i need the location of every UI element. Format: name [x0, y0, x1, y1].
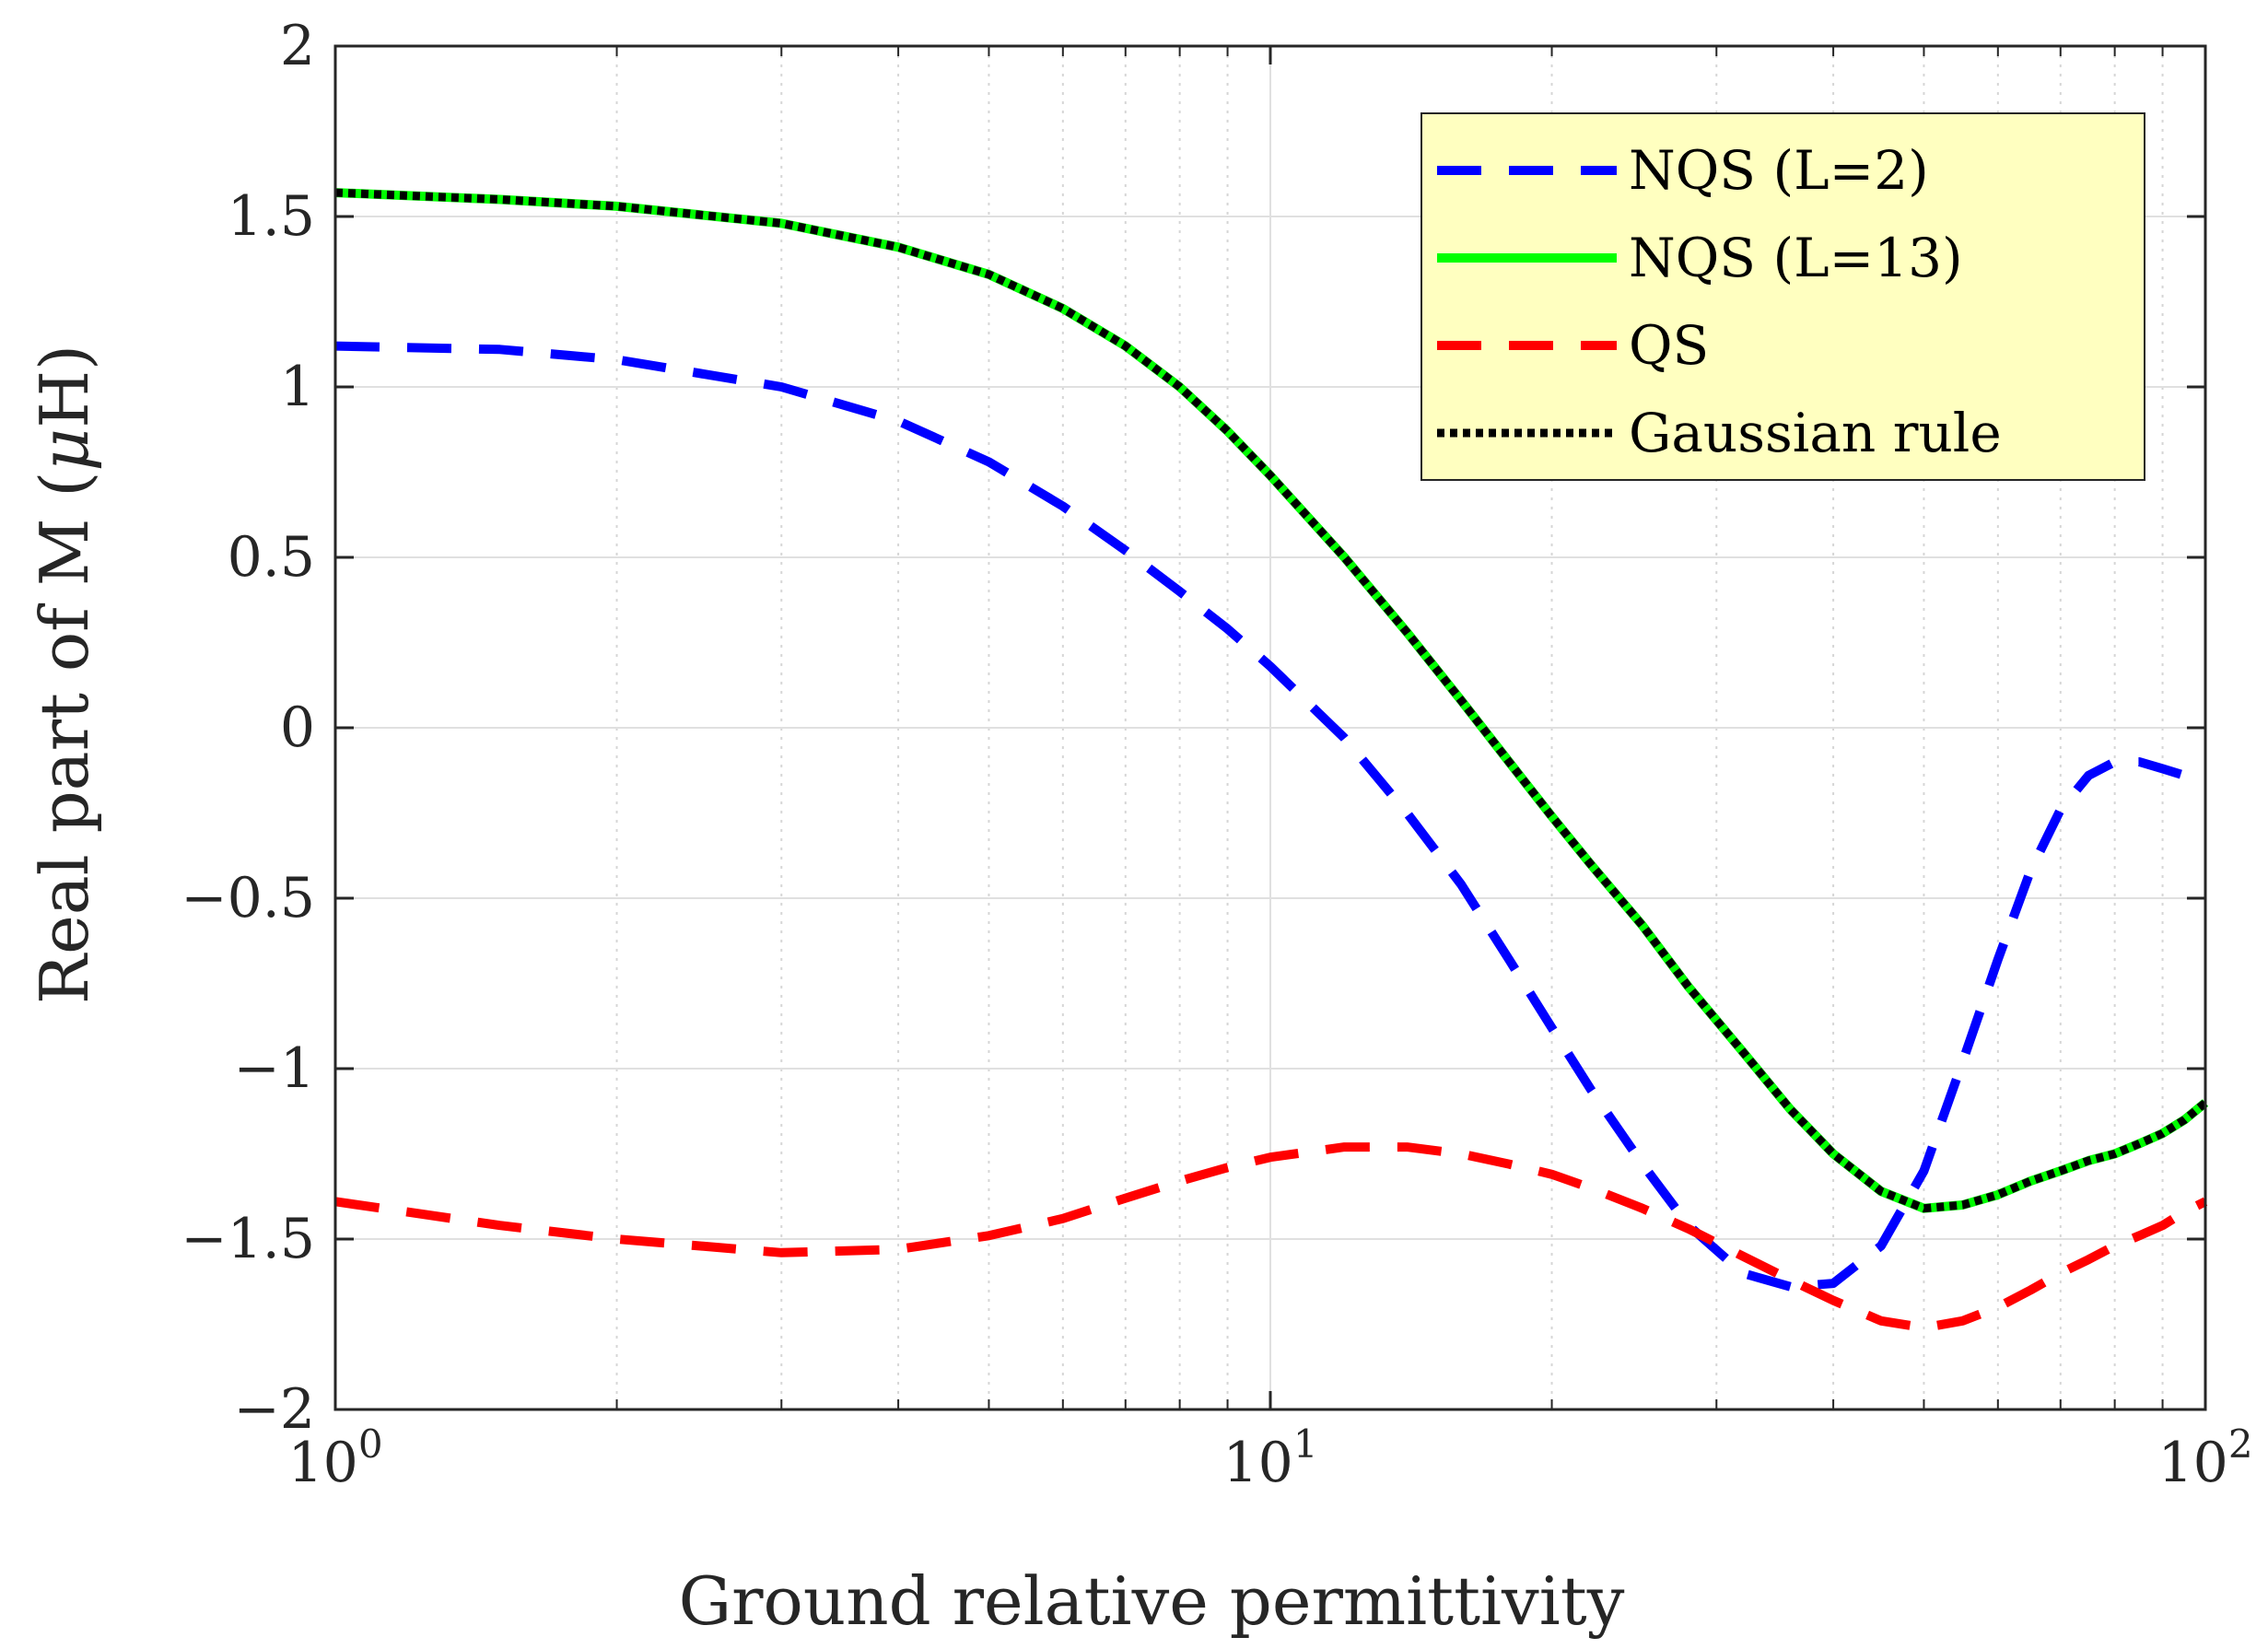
y-tick-label: −1.5: [181, 1207, 315, 1271]
y-tick-label: −2: [234, 1377, 315, 1442]
x-tick-labels: 100 101 102: [287, 1421, 2252, 1495]
series-line-3: [334, 1142, 2208, 1333]
tick-marks: [333, 44, 2207, 1411]
y-tick-label: 1: [280, 355, 315, 419]
legend: NQS (L=2) NQS (L=13) QS Gaussian rule: [1420, 112, 2145, 481]
plot-lines: [334, 188, 2209, 1333]
y-tick-label: 1.5: [228, 184, 315, 249]
y-tick-label: −1: [234, 1036, 315, 1101]
x-axis-title: Ground relative permittivity: [679, 1562, 1625, 1640]
x-tick-label: 102: [2157, 1421, 2252, 1495]
x-tick-label: 100: [287, 1421, 382, 1495]
legend-label-2: NQS (L=13): [1629, 227, 1963, 289]
series-line-1: [334, 341, 2207, 1292]
legend-label-3: QS: [1629, 314, 1709, 377]
legend-label-1: NQS (L=2): [1629, 139, 1929, 202]
y-tick-labels: 2 1.5 1 0.5 0 −0.5 −1 −1.5 −2: [181, 14, 315, 1442]
x-tick-label: 101: [1222, 1421, 1317, 1495]
y-tick-label: −0.5: [181, 866, 315, 930]
series-line-4: [334, 188, 2208, 1213]
y-axis-title: Real part of M (μH): [26, 345, 103, 1004]
y-tick-label: 0.5: [228, 525, 315, 590]
y-tick-label: 0: [280, 696, 315, 760]
legend-label-4: Gaussian rule: [1629, 402, 2002, 464]
y-tick-label: 2: [280, 14, 315, 78]
